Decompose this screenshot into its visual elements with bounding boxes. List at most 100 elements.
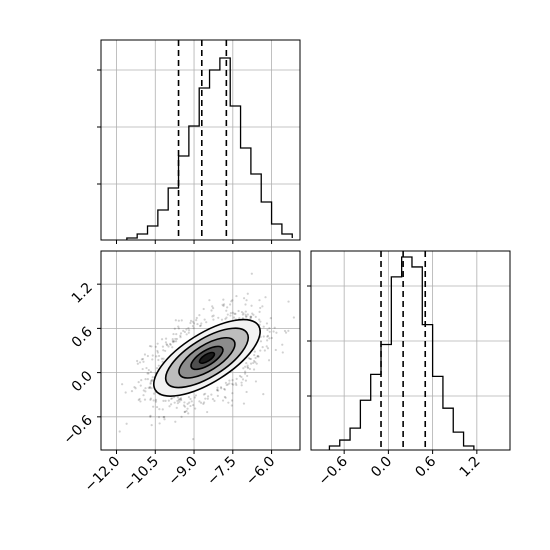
scatter-point (195, 316, 198, 320)
scatter-point (150, 345, 153, 348)
scatter-point (156, 351, 159, 354)
scatter-point (154, 345, 157, 348)
scatter-point (263, 349, 266, 352)
scatter-point (145, 366, 148, 370)
scatter-point (198, 324, 202, 328)
scatter-point (154, 398, 158, 401)
scatter-point (194, 394, 198, 397)
panel-frame-right (310, 250, 511, 451)
scatter-point (178, 397, 181, 401)
scatter-point (253, 350, 256, 353)
scatter-point (237, 309, 240, 313)
scatter-point (164, 399, 167, 402)
scatter-point (216, 386, 219, 389)
scatter-point (169, 343, 172, 346)
scatter-point (192, 403, 195, 407)
scatter-point (240, 375, 243, 379)
y-tick-label: 0.6 (69, 324, 96, 351)
scatter-point (235, 377, 238, 381)
scatter-point (150, 387, 153, 390)
scatter-point (187, 395, 191, 399)
scatter-point (268, 330, 271, 333)
scatter-point (234, 312, 237, 315)
scatter-point (157, 354, 161, 358)
scatter-point (230, 404, 233, 407)
scatter-point (149, 381, 152, 384)
scatter-point (258, 299, 261, 302)
scatter-point (244, 310, 247, 313)
scatter-point (157, 416, 161, 419)
scatter-point (221, 399, 225, 402)
scatter-point (244, 365, 247, 368)
scatter-point (240, 310, 244, 314)
scatter-point (281, 351, 284, 354)
scatter-point (258, 310, 261, 313)
scatter-point (202, 393, 206, 396)
scatter-point (143, 353, 147, 356)
scatter-point (144, 378, 147, 381)
scatter-point (250, 304, 253, 307)
scatter-point (168, 405, 171, 408)
scatter-point (219, 386, 223, 389)
scatter-point (248, 367, 252, 371)
scatter-point (210, 309, 213, 312)
scatter-point (163, 415, 166, 419)
scatter-point (186, 402, 189, 405)
scatter-point (226, 306, 229, 309)
scatter-point (186, 407, 189, 410)
scatter-point (249, 315, 252, 318)
scatter-point (261, 346, 264, 349)
scatter-point (262, 393, 265, 396)
scatter-point (287, 300, 290, 303)
scatter-point (212, 314, 215, 317)
scatter-point (231, 299, 234, 302)
scatter-point (187, 329, 191, 332)
scatter-point (185, 333, 188, 336)
histogram-y (328, 251, 475, 450)
scatter-point (274, 348, 277, 352)
scatter-point (150, 424, 153, 427)
scatter-point (155, 367, 159, 370)
scatter-point (262, 335, 265, 338)
scatter-point (216, 394, 219, 397)
scatter-point (183, 401, 186, 404)
scatter-point (144, 387, 147, 390)
scatter-point (203, 318, 206, 321)
scatter-point (246, 364, 249, 367)
scatter-point (161, 360, 164, 363)
scatter-point (245, 315, 248, 318)
scatter-point (223, 387, 226, 391)
scatter-point (257, 355, 260, 358)
scatter-point (151, 354, 154, 357)
scatter-point (254, 380, 258, 383)
scatter-point (222, 298, 225, 301)
panel-frame-scatter (100, 250, 301, 451)
scatter-point (139, 384, 142, 387)
scatter-point (259, 306, 262, 310)
scatter-point (174, 420, 177, 423)
scatter-point (198, 400, 201, 403)
scatter-point (171, 339, 174, 343)
scatter-point (189, 397, 192, 401)
scatter-point (266, 334, 270, 337)
scatter-point (233, 312, 236, 315)
scatter-point (269, 316, 272, 320)
scatter-point (172, 341, 175, 344)
scatter-point (216, 388, 219, 391)
scatter-point (170, 397, 174, 400)
scatter-point (246, 292, 249, 295)
scatter-point (176, 399, 179, 403)
scatter-point (158, 408, 161, 411)
scatter-point (207, 395, 210, 398)
scatter-point (177, 319, 180, 322)
scatter-point (171, 346, 174, 349)
scatter-point (265, 345, 268, 348)
scatter-point (234, 382, 237, 385)
scatter-point (231, 382, 234, 386)
scatter-point (161, 345, 165, 348)
scatter-point (158, 422, 161, 425)
scatter-point (211, 397, 215, 401)
scatter-point (196, 322, 199, 326)
scatter-point (189, 319, 193, 322)
